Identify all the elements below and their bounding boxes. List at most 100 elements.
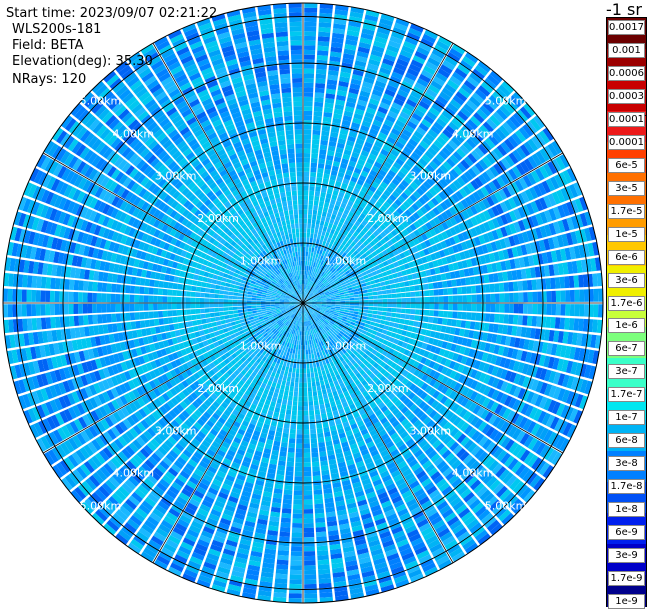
ray-112 [182,23,303,303]
ray-16 [303,103,536,303]
elevation-text: Elevation(deg): 35.30 [12,54,153,69]
ray-27 [303,257,602,303]
ray-87 [4,303,303,349]
ray-39 [303,303,570,452]
range-ring-label: 1.00km [325,255,367,268]
colorbar-tick-label: 1.7e-8 [608,479,645,495]
colorbar-tick-label: 6e-6 [608,249,645,265]
ray-81 [29,303,303,439]
ray-29 [303,288,603,303]
ray-119 [288,3,303,303]
ray-108 [127,52,303,303]
ray-19 [303,140,563,303]
ray-69 [154,303,303,570]
ray-116 [241,6,303,303]
range-ring-label: 2.00km [197,212,239,225]
spoke-240 [42,302,304,454]
ray-54 [303,303,395,593]
field-text: Field: BETA [12,38,84,53]
ray-17 [303,115,545,303]
ray-23 [303,196,588,303]
start-time-text: Start time: 2023/09/07 02:21:22 [6,6,218,21]
spoke-150 [302,302,454,564]
colorbar-tick-label: 0.0001 [608,134,645,150]
ray-52 [303,303,424,583]
ray-72 [115,303,303,545]
range-ring-label: 1.00km [325,339,367,352]
ray-58 [303,303,334,603]
outer-ring [2,2,604,604]
colorbar-tick-label: 3e-8 [608,456,645,472]
range-ring-label: 4.00km [113,467,155,480]
range-ring-label: 3.00km [409,170,451,183]
ray-42 [303,303,545,491]
ray-80 [36,303,303,452]
ray-11 [303,52,479,303]
ray-104 [80,91,303,303]
ray-10 [303,43,466,303]
range-ring-label: 2.00km [367,212,409,225]
colorbar-tick-label: 0.0006 [608,65,645,81]
ray-113 [196,18,303,303]
ray-22 [303,182,583,303]
range-ring-label: 4.00km [452,467,494,480]
ray-109 [140,43,303,303]
ray-48 [303,303,479,554]
ray-21 [303,167,577,303]
ray-36 [303,303,588,410]
range-ring-label: 2.00km [367,382,409,395]
colorbar-tick-label: 6e-9 [608,525,645,541]
ray-105 [91,80,303,303]
ray-110 [154,36,303,303]
colorbar: 0.0017 0.001 0.0006 0.0003 0.00017 0.0001 6e-5… [606,17,647,609]
ray-67 [182,303,303,583]
colorbar-unit: -1 sr [606,0,642,19]
ray-8 [303,29,439,303]
ray-0 [303,3,318,303]
ray-89 [3,303,303,318]
colorbar-tick-label: 1.7e-9 [608,571,645,587]
colorbar-tick-label: 1e-8 [608,502,645,518]
range-ring-1 [242,242,364,364]
ray-83 [18,303,303,410]
ray-75 [80,303,303,515]
colorbar-tick-label: 0.00017 [608,111,647,127]
colorbar-tick-label: 6e-8 [608,433,645,449]
ray-115 [226,9,303,303]
range-ring-label: 1.00km [240,255,282,268]
ray-61 [272,303,303,603]
colorbar-tick-label: 3e-7 [608,364,645,380]
ray-60 [288,303,303,603]
range-ring-4 [62,62,544,544]
spoke-30 [302,42,454,304]
colorbar-tick-label: 1.7e-7 [608,387,645,403]
ray-14 [303,80,515,303]
ray-6 [303,18,410,303]
ray-103 [70,103,303,303]
colorbar-tick-label: 6e-7 [608,341,645,357]
ray-63 [241,303,303,600]
ray-79 [43,303,303,466]
ray-76 [70,303,303,503]
ray-5 [303,13,395,303]
range-ring-label: 2.00km [197,382,239,395]
ray-44 [303,303,526,515]
ray-102 [61,115,303,303]
colorbar-tick-label: 0.001 [608,42,645,58]
ray-107 [115,61,303,303]
ray-68 [167,303,303,577]
ray-35 [303,303,593,395]
range-ring-labels: 1.00km 1.00km 1.00km 1.00km 2.00km 2.00km 2.00… [80,94,527,512]
colorbar-tick-label: 1.7e-6 [608,295,645,311]
ray-73 [103,303,303,536]
ray-43 [303,303,536,503]
spoke-60 [302,152,564,304]
ray-91 [3,272,303,303]
spoke-300 [42,152,304,304]
range-ring-label: 5.00km [485,500,527,513]
colorbar-tick-label: 0.0003 [608,88,645,104]
colorbar-tick-label: 6e-5 [608,157,645,173]
ray-114 [211,13,303,303]
range-ring-label: 5.00km [80,94,122,107]
range-ring-label: 3.00km [409,424,451,437]
